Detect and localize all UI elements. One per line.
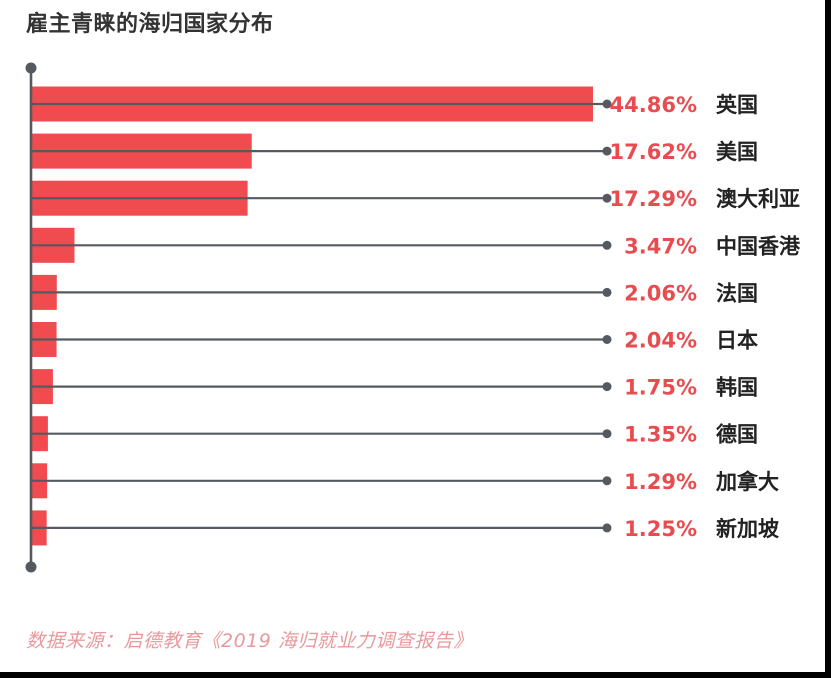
category-label: 法国 bbox=[716, 281, 758, 305]
leader-end-dot bbox=[602, 287, 612, 297]
value-label: 2.04% bbox=[624, 329, 697, 353]
data-source-note: 数据来源：启德教育《2019 海归就业力调查报告》 bbox=[26, 630, 473, 652]
category-label: 韩国 bbox=[716, 376, 758, 400]
chart-title: 雇主青睐的海归国家分布 bbox=[26, 12, 274, 37]
leader-end-dot bbox=[602, 193, 612, 203]
value-label: 1.75% bbox=[624, 376, 697, 400]
leader-end-dot bbox=[602, 146, 612, 156]
value-label: 1.35% bbox=[624, 423, 697, 447]
category-label: 新加坡 bbox=[716, 517, 779, 541]
category-label: 中国香港 bbox=[716, 234, 801, 258]
value-label: 3.47% bbox=[624, 234, 697, 258]
leader-end-dot bbox=[602, 382, 612, 392]
axis-top-dot bbox=[25, 62, 37, 74]
value-label: 44.86% bbox=[610, 93, 697, 117]
value-label: 1.29% bbox=[624, 470, 697, 494]
leader-end-dot bbox=[602, 99, 612, 109]
category-label: 英国 bbox=[716, 93, 758, 117]
leader-end-dot bbox=[602, 523, 612, 533]
value-label: 2.06% bbox=[624, 281, 697, 305]
axis-bottom-dot bbox=[25, 561, 37, 573]
value-label: 17.29% bbox=[610, 187, 697, 211]
leader-end-dot bbox=[602, 335, 612, 344]
leader-end-dot bbox=[602, 240, 612, 250]
category-label: 美国 bbox=[716, 140, 758, 164]
leader-end-dot bbox=[602, 429, 612, 439]
value-label: 1.25% bbox=[624, 517, 697, 541]
value-label: 17.62% bbox=[610, 140, 697, 164]
category-label: 德国 bbox=[716, 423, 758, 447]
category-label: 澳大利亚 bbox=[716, 187, 800, 211]
category-label: 日本 bbox=[716, 329, 758, 353]
leader-end-dot bbox=[602, 476, 612, 486]
category-label: 加拿大 bbox=[715, 470, 779, 494]
